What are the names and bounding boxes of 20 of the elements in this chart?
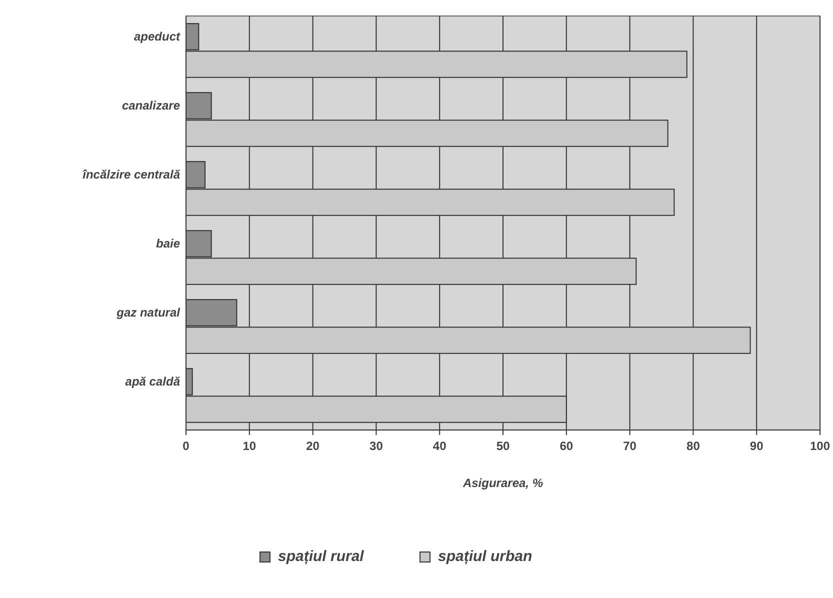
x-tick-label: 90 (750, 439, 764, 453)
x-tick-label: 40 (432, 439, 447, 453)
x-tick-label: 0 (182, 439, 190, 453)
x-tick-label: 80 (686, 439, 700, 453)
x-tick-label: 100 (810, 439, 830, 453)
x-axis-title: Asigurarea, % (462, 476, 544, 490)
x-tick-label: 60 (560, 439, 574, 453)
x-tick-label: 50 (496, 439, 510, 453)
y-tick-label: apeduct (134, 29, 181, 44)
y-tick-label: încălzire centrală (82, 167, 180, 182)
y-tick-label: canalizare (122, 98, 180, 112)
x-tick-label: 30 (370, 439, 384, 453)
x-tick-label: 20 (306, 439, 320, 453)
y-tick-label: apă caldă (125, 374, 180, 388)
legend-label: spațiul urban (438, 548, 532, 565)
y-tick-label: gaz natural (116, 305, 181, 320)
legend-label: spațiul rural (278, 548, 365, 565)
y-tick-label: baie (156, 236, 180, 250)
x-tick-label: 70 (623, 439, 637, 453)
x-tick-label: 10 (242, 439, 256, 453)
